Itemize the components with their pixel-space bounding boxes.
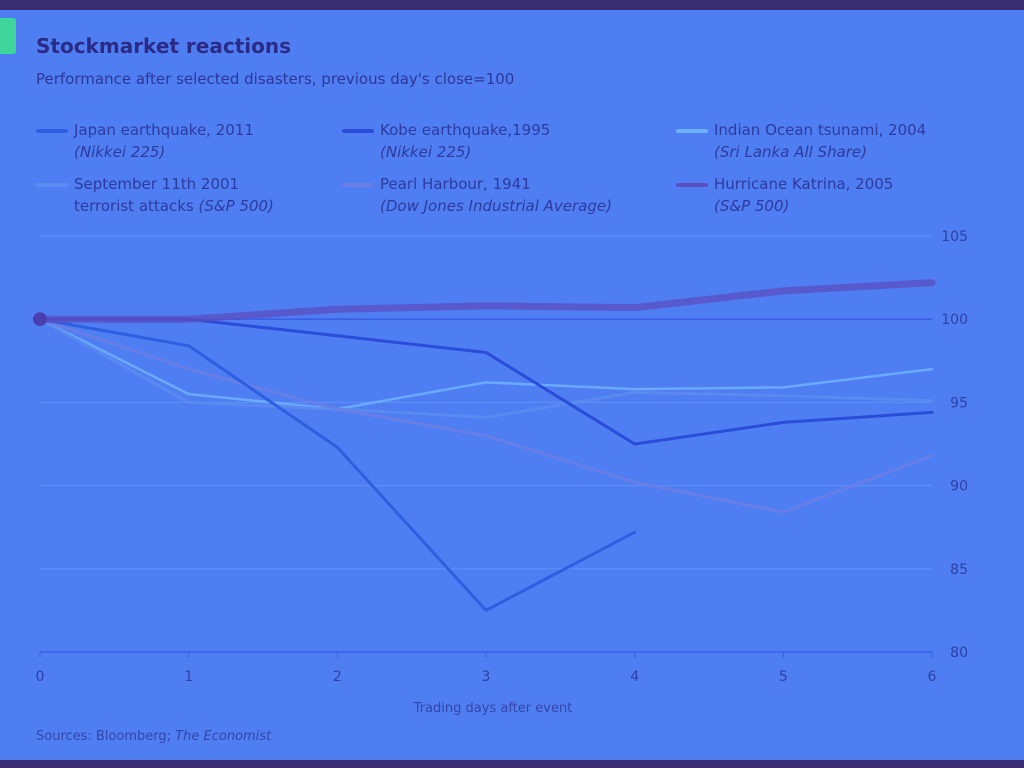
x-tick-label: 4: [630, 669, 639, 685]
legend-label: Pearl Harbour, 1941: [380, 175, 531, 193]
source-note: Sources: Bloomberg; The Economist: [36, 729, 271, 744]
chart-subtitle: Performance after selected disasters, pr…: [36, 70, 515, 88]
legend-item-sept11-2001: September 11th 2001 terrorist attacks (S…: [36, 173, 274, 217]
legend-label: Hurricane Katrina, 2005: [714, 175, 894, 193]
x-tick-label: 2: [333, 669, 342, 685]
legend-label: September 11th 2001: [74, 175, 240, 193]
legend-sublabel-index: (S&P 500): [198, 197, 274, 215]
x-axis-label: Trading days after event: [413, 701, 573, 716]
y-tick-label: 80: [950, 645, 968, 661]
legend-swatch: [676, 129, 708, 133]
legend-sublabel: (Nikkei 225): [380, 143, 472, 161]
legend-sublabel: (S&P 500): [714, 197, 790, 215]
x-tick-label: 6: [928, 669, 937, 685]
y-tick-label: 95: [950, 395, 968, 411]
x-tick-label: 5: [779, 669, 788, 685]
y-tick-label: 100: [941, 312, 968, 328]
series-lines: [33, 279, 936, 612]
legend-swatch: [36, 183, 68, 187]
y-tick-label: 90: [950, 479, 968, 495]
series-line-2: [38, 317, 934, 411]
legend-item-katrina-2005: Hurricane Katrina, 2005 (S&P 500): [676, 173, 894, 217]
y-tick-label: 105: [941, 229, 968, 245]
x-tick-label: 3: [482, 669, 491, 685]
bottom-frame-bar: [0, 760, 1024, 768]
legend-sublabel: (Nikkei 225): [74, 143, 166, 161]
top-frame-bar: [0, 0, 1024, 10]
legend-item-pearl-harbour-1941: Pearl Harbour, 1941 (Dow Jones Industria…: [342, 173, 612, 217]
x-tick-label: 0: [36, 669, 45, 685]
legend-label: Kobe earthquake,1995: [380, 121, 551, 139]
series-line-5: [36, 279, 936, 323]
y-axis-ticks: 80 85 90 95 100 105: [941, 229, 968, 661]
series-line-0: [38, 317, 637, 612]
legend-swatch: [342, 183, 374, 187]
legend-sublabel: (Sri Lanka All Share): [714, 143, 868, 161]
accent-tab: [0, 18, 16, 54]
chart-title: Stockmarket reactions: [36, 34, 291, 58]
legend-sublabel: terrorist attacks: [74, 197, 194, 215]
source-label: Sources: Bloomberg;: [36, 729, 172, 744]
legend-sublabel: (Dow Jones Industrial Average): [380, 197, 612, 215]
x-tick-label: 1: [184, 669, 193, 685]
x-axis-ticks: 0 1 2 3 4 5 6: [36, 652, 937, 685]
source-publication: The Economist: [175, 729, 272, 744]
legend-item-tsunami-2004: Indian Ocean tsunami, 2004 (Sri Lanka Al…: [676, 119, 927, 163]
y-tick-label: 85: [950, 562, 968, 578]
legend-item-kobe-1995: Kobe earthquake,1995 (Nikkei 225): [342, 119, 551, 163]
legend-swatch: [676, 183, 708, 187]
gridlines: [40, 235, 932, 653]
series-line-4: [38, 317, 934, 514]
legend-swatch: [342, 129, 374, 133]
legend-swatch: [36, 129, 68, 133]
legend-label: Japan earthquake, 2011: [74, 121, 254, 139]
legend-label: Indian Ocean tsunami, 2004: [714, 121, 927, 139]
origin-point: [33, 312, 47, 327]
series-line-3: [38, 317, 934, 419]
legend-item-japan-2011: Japan earthquake, 2011 (Nikkei 225): [36, 119, 254, 163]
